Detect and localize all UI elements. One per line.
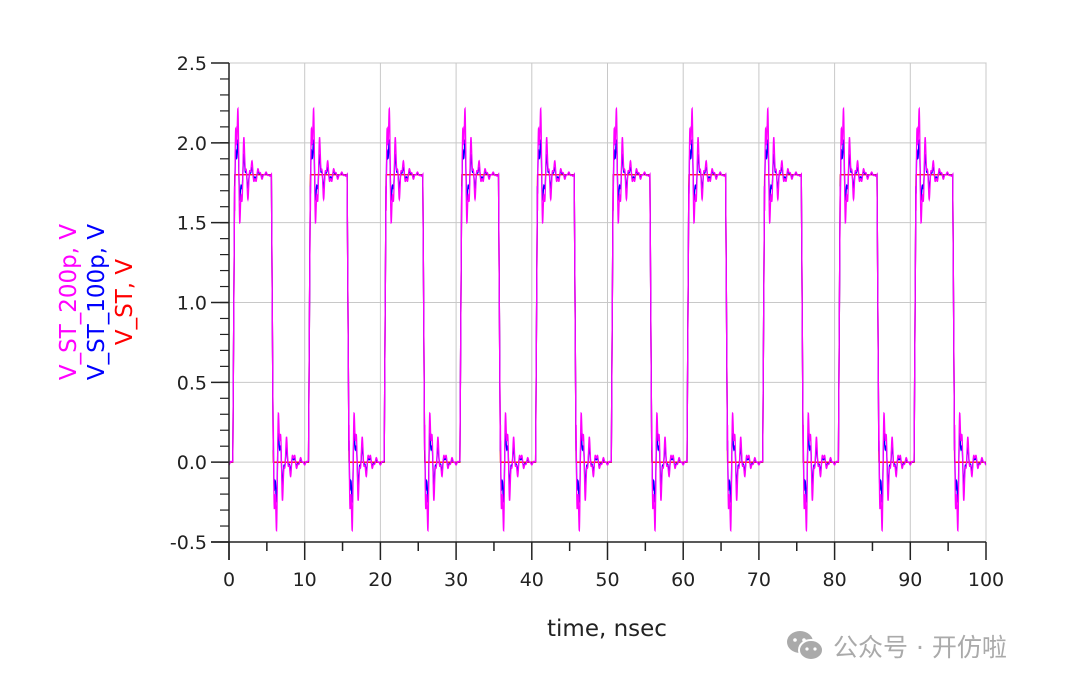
y-tick-label: -0.5 (170, 532, 207, 554)
x-tick-label: 100 (968, 569, 1004, 591)
x-tick-label: 70 (747, 569, 771, 591)
grid (228, 62, 987, 543)
x-tick-label: 30 (444, 569, 468, 591)
series-lines (228, 106, 987, 533)
y-axis-label-200p: V_ST_200p, V (56, 224, 82, 381)
x-tick-label: 40 (520, 569, 544, 591)
y-tick-label: 2.5 (177, 53, 207, 75)
y-tick-label: 0.5 (177, 372, 207, 394)
x-tick-label: 0 (223, 569, 235, 591)
x-tick-label: 50 (595, 569, 619, 591)
y-tick-label: 2.0 (177, 133, 207, 155)
y-tick-label: 1.5 (177, 213, 207, 235)
y-tick-label: 0.0 (177, 452, 207, 474)
y-axis-label-100p: V_ST_100p, V (84, 224, 110, 381)
x-tick-label: 80 (823, 569, 847, 591)
series-line-v-st-200p-v (228, 106, 987, 533)
x-tick-label: 10 (293, 569, 317, 591)
series-line-v-st-v (229, 174, 986, 463)
y-axis-label-st: V_ST, V (112, 259, 138, 346)
wechat-icon (787, 631, 824, 661)
x-tick-label: 20 (368, 569, 392, 591)
x-tick-label: 90 (898, 569, 922, 591)
watermark-text: 公众号 · 开仿啦 (833, 633, 1007, 662)
y-tick-label: 1.0 (177, 293, 207, 315)
x-axis-label: time, nsec (547, 616, 667, 642)
axes: 0 10 20 30 40 50 60 70 80 90 100 -0.5 0.0 0.5 1.0 1.5 2.… (170, 53, 1004, 591)
x-tick-label: 60 (671, 569, 695, 591)
watermark: 公众号 · 开仿啦 (785, 628, 1007, 664)
